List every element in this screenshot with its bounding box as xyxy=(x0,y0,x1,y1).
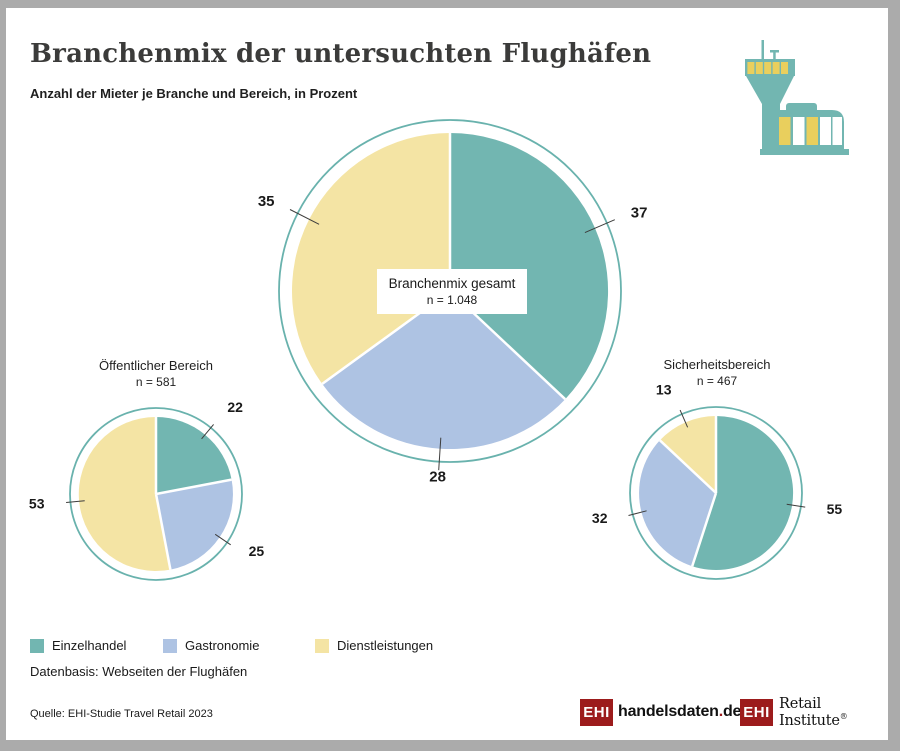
legend-swatch-dienstleistungen xyxy=(315,638,329,653)
pie-slice-einzelhandel xyxy=(450,132,609,400)
content-canvas: Branchenmix der untersuchten Flughäfen A… xyxy=(6,8,888,740)
legend-item-dienstleistungen: Dienstleistungen xyxy=(315,638,433,653)
pie-title-text: Öffentlicher Bereich xyxy=(99,358,213,373)
pie-value-label: 25 xyxy=(249,543,265,559)
pie-value-label: 22 xyxy=(227,399,243,415)
logo-ehi-retail-institute: EHI Retail Institute® xyxy=(740,696,888,729)
pie-value-label: 37 xyxy=(631,204,648,221)
source-note: Quelle: EHI-Studie Travel Retail 2023 xyxy=(30,708,213,720)
pie-title-n: n = 467 xyxy=(696,374,738,388)
pie-slice-dienstleistungen xyxy=(292,133,450,384)
pie-value-label: 35 xyxy=(258,193,275,210)
legend-item-einzelhandel: Einzelhandel xyxy=(30,638,126,653)
page-title: Branchenmix der untersuchten Flughäfen xyxy=(30,39,652,69)
pie-title-text: Sicherheitsbereich xyxy=(663,357,771,372)
pie-value-label: 32 xyxy=(592,510,608,526)
ehi-badge: EHI xyxy=(580,698,613,726)
pie-slice-gastronomie xyxy=(322,291,566,450)
registered-mark: ® xyxy=(839,711,848,721)
pie-slice-dienstleistungen xyxy=(659,416,716,493)
legend-label: Gastronomie xyxy=(185,638,260,653)
pie-slice-dienstleistungen xyxy=(78,416,171,571)
logo-ehi-handelsdaten: EHI handelsdaten.de xyxy=(580,698,741,726)
logo-tld: de xyxy=(722,703,742,720)
airport-tower-icon xyxy=(745,40,849,155)
pie-value-label: 28 xyxy=(429,469,446,486)
logo-text-part: handelsdaten xyxy=(618,703,719,720)
pie-slice-einzelhandel xyxy=(692,415,794,570)
pie-outer-ring xyxy=(278,119,622,463)
logo-handelsdaten-text: handelsdaten.de xyxy=(618,703,741,721)
pie-center-title: Branchenmix gesamt xyxy=(388,276,516,291)
ehi-badge: EHI xyxy=(740,698,773,726)
legend-swatch-gastronomie xyxy=(163,638,177,653)
page-subtitle: Anzahl der Mieter je Branche und Bereich… xyxy=(30,86,358,101)
pie-title-sicherheitsbereich: Sicherheitsbereich n = 467 xyxy=(617,357,817,389)
logo-dot: . xyxy=(718,703,723,720)
datenbasis-note: Datenbasis: Webseiten der Flughäfen xyxy=(30,664,248,679)
logo-text-part: Retail Institute xyxy=(779,695,840,729)
legend-item-gastronomie: Gastronomie xyxy=(163,638,259,653)
legend-label: Dienstleistungen xyxy=(337,638,434,653)
legend-label: Einzelhandel xyxy=(52,638,127,653)
pie-title-oeffentlicher-bereich: Öffentlicher Bereich n = 581 xyxy=(56,358,256,390)
pie-chart-sicherheitsbereich: 55 32 13 xyxy=(592,381,843,580)
pie-chart-oeffentlicher-bereich: 22 25 53 xyxy=(29,399,265,581)
logo-retail-text: Retail Institute® xyxy=(779,696,888,729)
pie-value-label: 55 xyxy=(827,501,843,517)
pie-slice-gastronomie xyxy=(639,440,716,567)
pie-slice-einzelhandel xyxy=(156,417,232,494)
pie-center-n: n = 1.048 xyxy=(426,293,478,307)
pie-title-n: n = 581 xyxy=(135,375,177,389)
pie-value-label: 13 xyxy=(656,381,672,397)
pie-slice-gastronomie xyxy=(156,479,233,570)
pie-outer-ring xyxy=(629,406,803,580)
pie-value-label: 53 xyxy=(29,496,45,512)
legend-swatch-einzelhandel xyxy=(30,638,44,653)
pie-outer-ring xyxy=(69,407,243,581)
pie-center-label: Branchenmix gesamt n = 1.048 xyxy=(377,269,527,314)
